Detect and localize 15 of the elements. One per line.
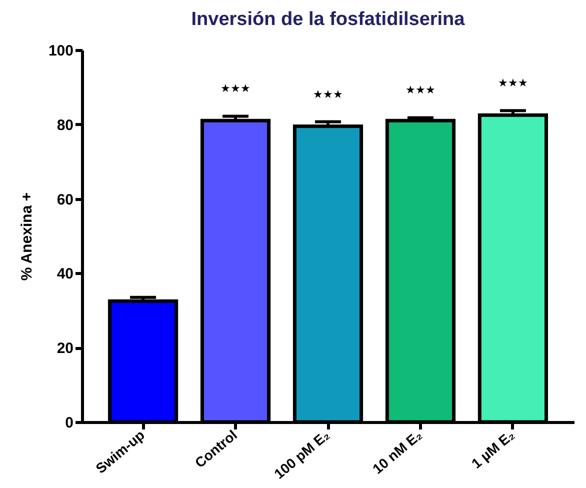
y-tick-label: 20	[56, 340, 74, 358]
x-tick-label: 10 nM E₂	[369, 426, 425, 477]
y-axis-title: % Anexina +	[18, 192, 36, 281]
annotation: ★★★	[405, 84, 436, 97]
annotation: ★★★	[498, 78, 528, 90]
y-tick-label: 0	[65, 414, 74, 432]
y-tick-label: 40	[56, 266, 74, 283]
y-tick-label: 60	[56, 191, 74, 208]
x-tick-label: 100 pM E₂	[270, 426, 332, 482]
annotation: ★★★	[313, 88, 343, 101]
y-tick-label: 100	[48, 42, 74, 60]
annotation: ★★★	[220, 83, 251, 96]
chart-title: Inversión de la fosfatidilserina	[191, 9, 466, 30]
y-tick-label: 80	[56, 116, 74, 134]
x-tick-label: 1 µM E₂	[468, 426, 518, 472]
